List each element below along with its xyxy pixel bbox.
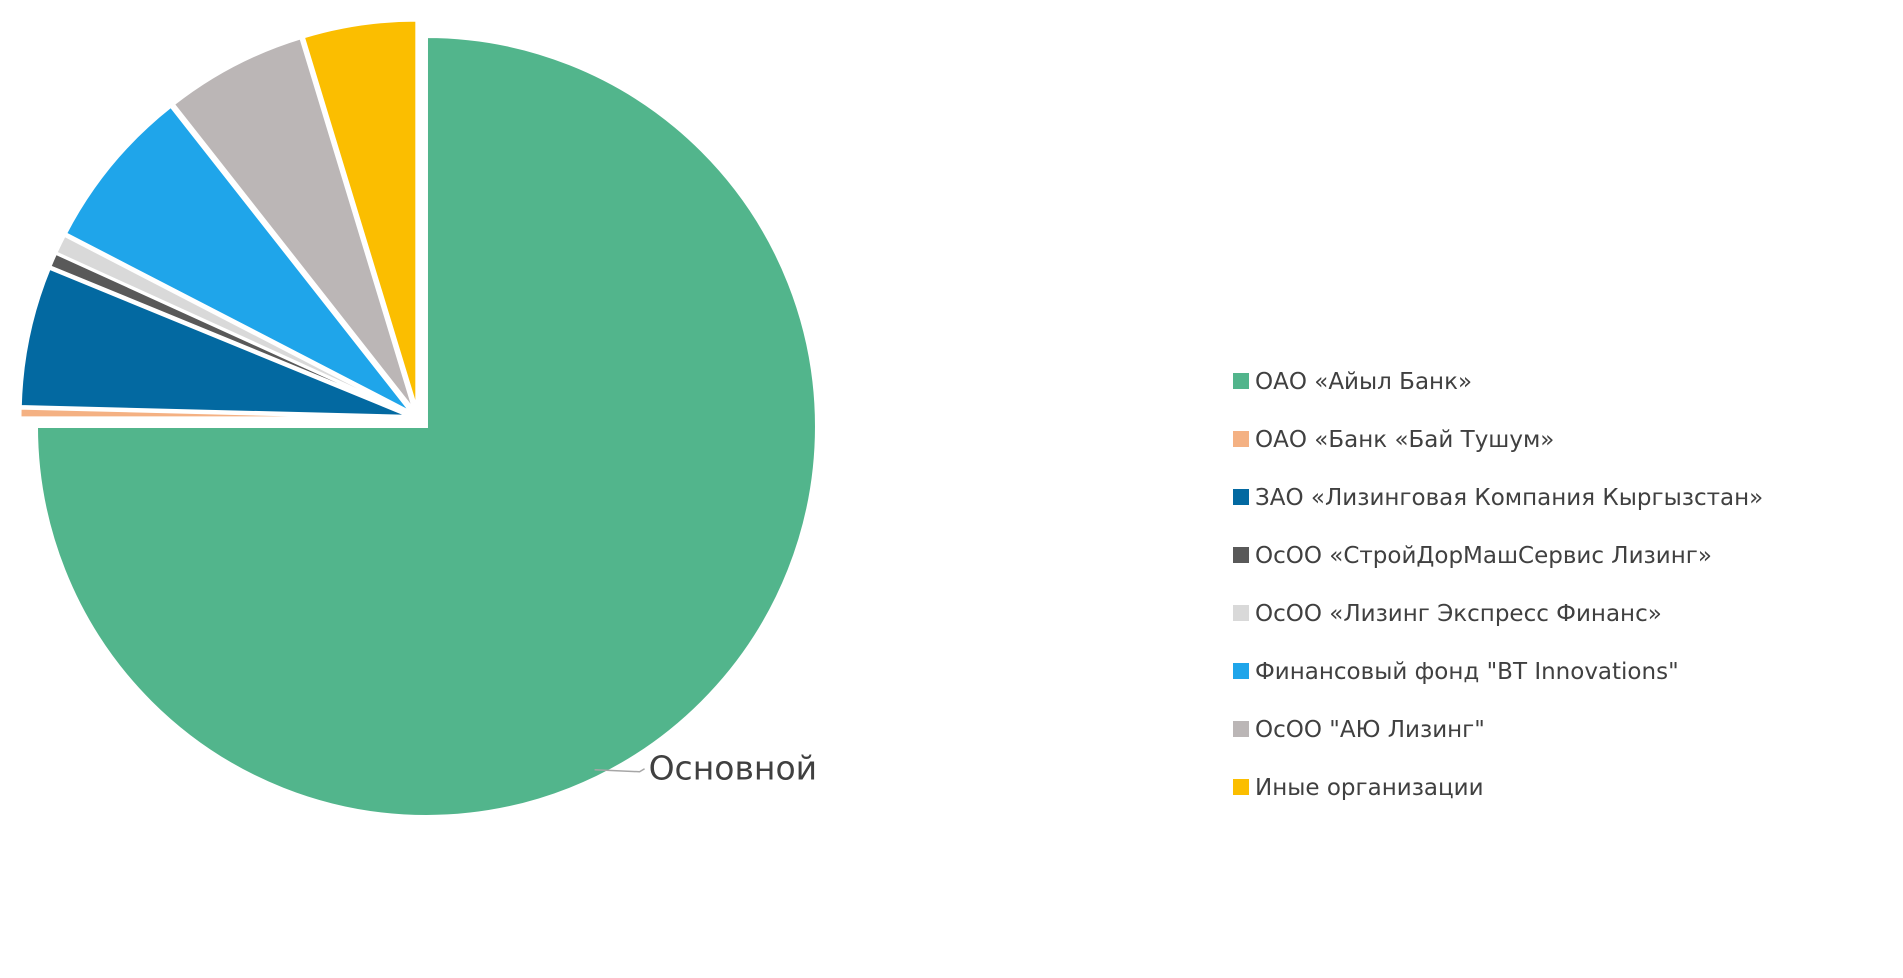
pie-slice-5 [63,104,414,415]
legend-swatch [1233,431,1249,447]
pie-slice-1 [18,406,411,420]
legend-label: Финансовый фонд "BT Innovations" [1255,659,1679,685]
legend-item: ОсОО "АЮ Лизинг" [1233,717,1485,743]
legend-swatch [1233,605,1249,621]
data-label-leader-line [594,768,645,773]
legend: ОАО «Айыл Банк» ОАО «Банк «Бай Тушум» ЗАО … [1233,369,1763,801]
legend-swatch [1233,547,1249,563]
legend-swatch [1233,489,1249,505]
pie-slice-2 [18,266,411,418]
legend-item: Иные организации [1233,775,1484,801]
legend-item: ОсОО «СтройДорМашСервис Лизинг» [1233,543,1712,569]
legend-label: Иные организации [1255,775,1484,801]
legend-label: ОсОО "АЮ Лизинг" [1255,717,1485,743]
legend-item: ОсОО «Лизинг Экспресс Финанс» [1233,601,1662,627]
pie-slice-4 [53,233,412,416]
legend-swatch [1233,663,1249,679]
pie-data-labels: Основной [594,749,818,788]
legend-label: ЗАО «Лизинговая Компания Кыргызстан» [1255,485,1763,511]
legend-label: ОсОО «СтройДорМашСервис Лизинг» [1255,543,1712,569]
pie-slice-0 [34,34,818,818]
legend-swatch [1233,373,1249,389]
legend-swatch [1233,779,1249,795]
legend-swatch [1233,721,1249,737]
legend-item: ЗАО «Лизинговая Компания Кыргызстан» [1233,485,1763,511]
legend-label: ОАО «Банк «Бай Тушум» [1255,427,1554,453]
pie-slice-6 [171,35,416,412]
data-label: Основной [649,749,818,788]
legend-item: ОАО «Айыл Банк» [1233,369,1472,395]
legend-item: Финансовый фонд "BT Innovations" [1233,659,1679,685]
pie-slice-7 [301,18,419,411]
legend-label: ОАО «Айыл Банк» [1255,369,1472,395]
legend-item: ОАО «Банк «Бай Тушум» [1233,427,1554,453]
pie-slices [18,18,818,818]
legend-label: ОсОО «Лизинг Экспресс Финанс» [1255,601,1662,627]
